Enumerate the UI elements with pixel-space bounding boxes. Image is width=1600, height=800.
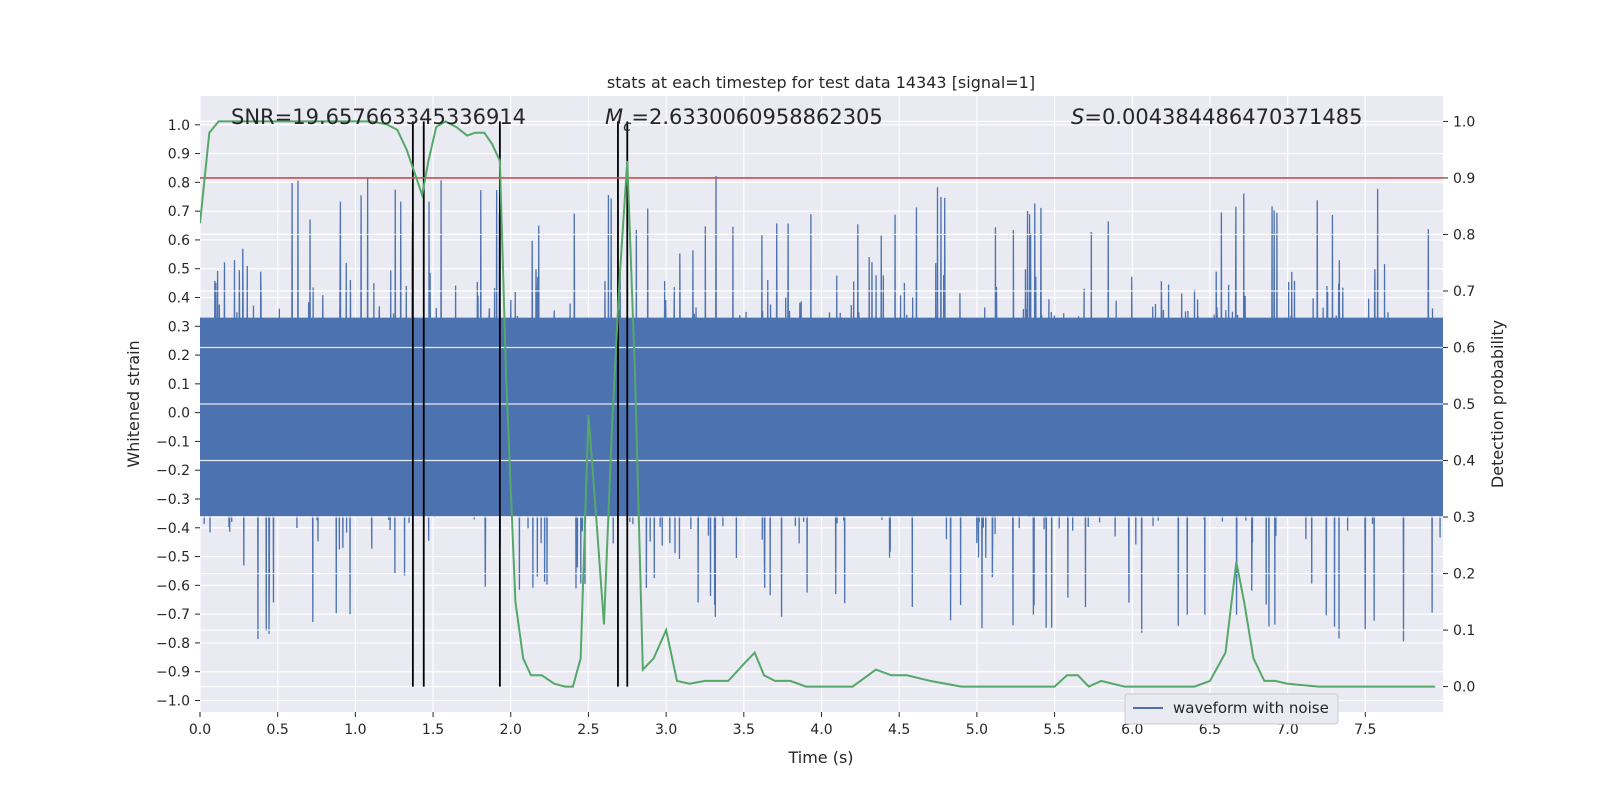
series-waveform-with-noise [200, 175, 1443, 642]
x-tick-label: 4.0 [810, 722, 832, 738]
y-tick-label: 0.3 [168, 319, 190, 335]
x-tick-label: 2.5 [577, 722, 599, 738]
y2-tick-label: 0.8 [1453, 227, 1475, 243]
y-tick-label: 0.5 [168, 262, 190, 278]
y2-tick-label: 0.1 [1453, 623, 1475, 639]
y-tick-label: 0.4 [168, 290, 190, 306]
x-tick-label: 0.0 [189, 722, 211, 738]
y-tick-label: −1.0 [156, 693, 190, 709]
y-tick-label: −0.8 [156, 636, 190, 652]
x-tick-label: 3.0 [655, 722, 677, 738]
probability-line-path [200, 120, 1436, 688]
x-tick-label: 3.5 [733, 722, 755, 738]
y2-tick-label: 0.7 [1453, 284, 1475, 300]
x-tick-label: 6.5 [1199, 722, 1221, 738]
x-tick-label: 4.5 [888, 722, 910, 738]
y2-tick-label: 0.5 [1453, 397, 1475, 413]
x-tick-label: 7.0 [1276, 722, 1298, 738]
y-tick-label: 0.7 [168, 204, 190, 220]
legend-label: waveform with noise [1173, 699, 1329, 717]
y-tick-label: −0.7 [156, 607, 190, 623]
mc-annotation: Mc=2.6330060958862305 [605, 105, 883, 135]
y2-tick-label: 0.6 [1453, 340, 1475, 356]
y-tick-label: 0.8 [168, 175, 190, 191]
y-axis-title: Whitened strain [124, 340, 143, 467]
y2-tick-label: 1.0 [1453, 114, 1475, 130]
waveform-trace [200, 175, 1443, 642]
y-tick-label: 0.9 [168, 147, 190, 163]
x-axis-ticks: 0.0 0.5 1.0 1.5 2.0 2.5 3.0 3.5 4.0 4.5 5.0 5.5 6.0 6… [189, 712, 1376, 738]
y2-tick-label: 0.2 [1453, 567, 1475, 583]
y2-tick-label: 0.9 [1453, 171, 1475, 187]
snr-annotation: SNR=19.657663345336914 [231, 105, 526, 129]
x-tick-label: 1.0 [344, 722, 366, 738]
y-tick-label: −0.9 [156, 665, 190, 681]
s-annotation: S=0.004384486470371485 [1071, 105, 1362, 129]
y2-tick-label: 0.3 [1453, 510, 1475, 526]
y-tick-label: −0.1 [156, 434, 190, 450]
y-tick-label: −0.2 [156, 463, 190, 479]
y-tick-label: 0.6 [168, 233, 190, 249]
x-tick-label: 5.0 [966, 722, 988, 738]
y-tick-label: 0.0 [168, 406, 190, 422]
x-axis-title: Time (s) [787, 748, 853, 767]
y2-axis-ticks: 0.0 0.1 0.2 0.3 0.4 0.5 0.6 0.7 0.8 0.9 1.0 [1443, 114, 1475, 696]
x-tick-label: 0.5 [267, 722, 289, 738]
detection-probability-line [200, 120, 1436, 688]
x-tick-label: 2.0 [500, 722, 522, 738]
x-tick-label: 7.5 [1354, 722, 1376, 738]
y-tick-label: −0.3 [156, 492, 190, 508]
y-tick-label: −0.4 [156, 521, 190, 537]
y-tick-label: 1.0 [168, 118, 190, 134]
x-tick-label: 5.5 [1043, 722, 1065, 738]
event-lines [411, 121, 629, 687]
y-tick-label: −0.6 [156, 578, 190, 594]
legend: waveform with noise [1124, 693, 1339, 725]
x-tick-label: 6.0 [1121, 722, 1143, 738]
y-axis-ticks: −1.0 −0.9 −0.8 −0.7 −0.6 −0.5 −0.4 −0.3 −0.2 −0.1… [156, 118, 200, 709]
y2-axis-title: Detection probability [1488, 320, 1507, 488]
y-tick-label: 0.1 [168, 377, 190, 393]
legend-box [1124, 693, 1339, 725]
y-tick-label: 0.2 [168, 348, 190, 364]
y2-tick-label: 0.4 [1453, 454, 1475, 470]
y2-tick-label: 0.0 [1453, 680, 1475, 696]
chart-title: stats at each timestep for test data 143… [607, 73, 1035, 92]
y-tick-label: −0.5 [156, 550, 190, 566]
x-tick-label: 1.5 [422, 722, 444, 738]
